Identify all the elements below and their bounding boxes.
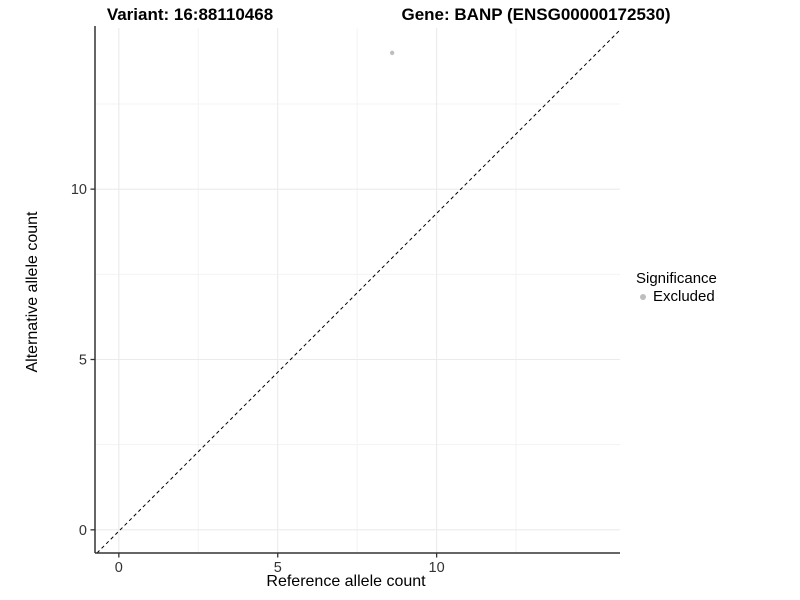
x-tick-label: 10 bbox=[429, 560, 445, 576]
axis-tick-labels: 0 5 10 0 5 10 bbox=[71, 182, 445, 576]
y-tick-label: 0 bbox=[79, 523, 87, 539]
identity-dashed-line bbox=[96, 29, 621, 554]
x-axis-title: Reference allele count bbox=[266, 573, 426, 590]
gridlines-minor bbox=[95, 28, 620, 553]
data-points bbox=[389, 50, 395, 56]
plot-title-variant: Variant: 16:88110468 bbox=[106, 5, 274, 24]
legend: Significance Excluded bbox=[636, 269, 717, 306]
legend-marker-circle-icon bbox=[640, 294, 646, 300]
axis-lines bbox=[94, 26, 620, 554]
plot-title-gene: Gene: BANP (ENSG00000172530) bbox=[401, 5, 671, 24]
gridlines-major bbox=[95, 28, 620, 553]
y-tick-label: 10 bbox=[71, 182, 87, 198]
y-tick-label: 5 bbox=[79, 352, 87, 368]
x-tick-label: 5 bbox=[274, 560, 282, 576]
legend-title: Significance bbox=[636, 270, 717, 287]
y-axis-title: Alternative allele count bbox=[24, 211, 41, 373]
legend-item-label: Excluded bbox=[653, 288, 715, 305]
legend-key bbox=[640, 294, 646, 300]
identity-line bbox=[96, 29, 621, 554]
data-point bbox=[389, 50, 395, 56]
x-tick-label: 0 bbox=[115, 560, 123, 576]
axis-ticks bbox=[90, 188, 438, 558]
legend-item-excluded: Excluded bbox=[636, 288, 717, 306]
